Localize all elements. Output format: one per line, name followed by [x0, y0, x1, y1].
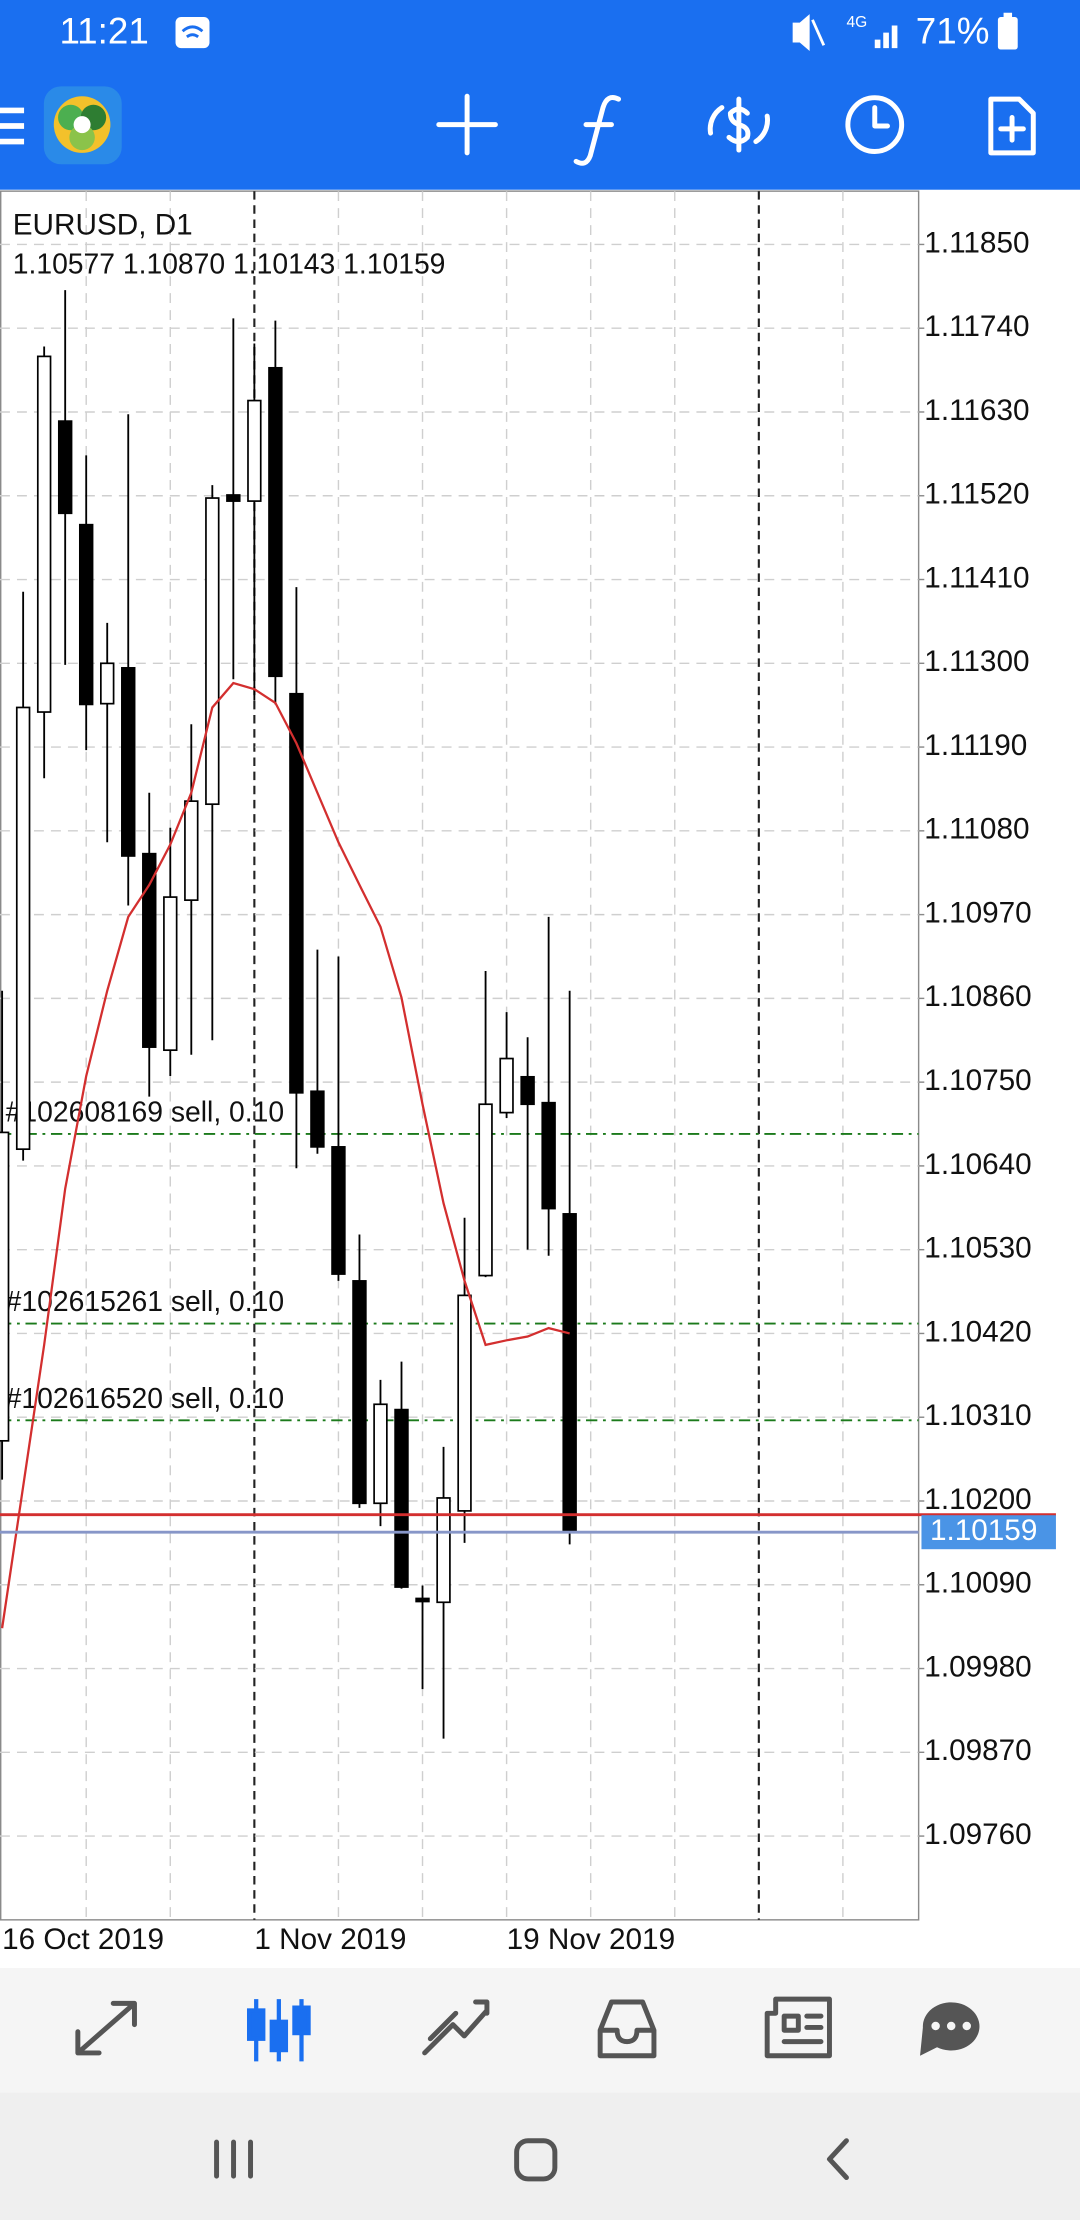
y-tick-label: 1.10090 — [924, 1567, 1031, 1600]
back-button[interactable] — [826, 2138, 849, 2181]
mute-icon — [792, 14, 826, 51]
candle-body — [331, 1146, 346, 1275]
y-tick-label: 1.10200 — [924, 1483, 1031, 1516]
candle-body — [520, 1075, 535, 1106]
candle-body — [163, 896, 178, 1052]
network-type: 4G — [846, 14, 867, 31]
y-tick-label: 1.10970 — [924, 896, 1031, 929]
y-tick-label: 1.10530 — [924, 1232, 1031, 1265]
y-tick-label: 1.11630 — [924, 394, 1029, 427]
candle-body — [457, 1294, 472, 1512]
y-tick-label: 1.10310 — [924, 1399, 1031, 1432]
candle-body — [36, 355, 52, 713]
candle-body — [205, 497, 220, 806]
menu-button[interactable] — [0, 107, 25, 145]
bid-price-label: 1.10159 — [930, 1514, 1037, 1547]
candle-body — [0, 1131, 10, 1442]
battery-level: 71% — [916, 11, 990, 52]
candle-body — [352, 1280, 367, 1505]
history-button[interactable] — [845, 95, 905, 154]
order-label: #102616520 sell, 0.10 — [6, 1382, 284, 1414]
signal-icon — [874, 25, 898, 49]
chart-frame — [0, 190, 920, 1921]
battery-icon — [997, 12, 1018, 50]
plot-area: #102608169 sell, 0.10#102615261 sell, 0.… — [0, 191, 919, 1920]
x-tick-label: 16 Oct 2019 — [2, 1923, 164, 1956]
system-nav — [0, 2092, 1080, 2220]
ohlc-info: 1.10577 1.10870 1.10143 1.10159 — [13, 248, 446, 280]
candle-body — [15, 706, 31, 1151]
y-tick-label: 1.11410 — [924, 561, 1029, 594]
price-axis: 1.11850 1.11740 1.11630 1.11520 1.11410 1.113… — [2, 226, 1032, 1956]
candle-body — [478, 1103, 493, 1277]
x-tick-label: 1 Nov 2019 — [254, 1923, 406, 1956]
y-tick-label: 1.10750 — [924, 1064, 1031, 1097]
home-button[interactable] — [514, 2138, 558, 2182]
y-tick-label: 1.11190 — [924, 729, 1027, 762]
trade-button[interactable] — [707, 96, 770, 153]
news-tab[interactable] — [764, 1996, 832, 2059]
y-tick-label: 1.09760 — [924, 1818, 1031, 1851]
y-tick-label: 1.09870 — [924, 1734, 1031, 1767]
candle-body — [436, 1497, 451, 1604]
candle-body — [57, 420, 73, 515]
y-tick-label: 1.11300 — [924, 645, 1029, 678]
order-label: #102608169 sell, 0.10 — [6, 1096, 284, 1128]
bottom-nav — [0, 1967, 1080, 2093]
candle-body — [415, 1597, 430, 1603]
candle-body — [289, 692, 304, 1094]
candle-body — [541, 1101, 556, 1210]
x-tick-label: 19 Nov 2019 — [507, 1923, 676, 1956]
moving-average-line — [1, 681, 570, 1629]
new-order-button[interactable] — [988, 96, 1036, 156]
trade-tab[interactable] — [422, 1999, 490, 2056]
y-tick-label: 1.11740 — [924, 310, 1029, 343]
candle-body — [226, 494, 241, 502]
candle-body — [562, 1213, 577, 1534]
y-tick-label: 1.11520 — [924, 478, 1029, 511]
candle-body — [394, 1408, 409, 1588]
candle-body — [100, 662, 115, 705]
app-logo[interactable] — [43, 86, 122, 165]
candle-body — [184, 800, 199, 901]
y-tick-label: 1.09980 — [924, 1650, 1031, 1683]
candle-body — [499, 1057, 514, 1114]
clock: 11:21 — [59, 11, 148, 52]
crosshair-button[interactable] — [436, 93, 498, 156]
y-tick-label: 1.11080 — [924, 813, 1029, 846]
candle-body — [268, 366, 283, 678]
y-tick-label: 1.10420 — [924, 1315, 1031, 1348]
candle-body — [247, 399, 262, 502]
symbol-title: EURUSD, D1 — [13, 208, 193, 241]
y-tick-label: 1.10860 — [924, 980, 1031, 1013]
candle-body — [78, 523, 94, 706]
bid-price-box — [921, 1515, 1056, 1550]
candle-body — [142, 852, 157, 1048]
indicators-button[interactable] — [573, 95, 622, 166]
chat-tab[interactable] — [920, 2002, 980, 2056]
chart-tab[interactable] — [246, 1999, 311, 2062]
y-tick-label: 1.10640 — [924, 1148, 1031, 1181]
candle-body — [373, 1403, 388, 1505]
quotes-tab[interactable] — [75, 2000, 137, 2056]
recent-apps-button[interactable] — [214, 2139, 254, 2179]
candle-body — [121, 667, 136, 857]
y-tick-label: 1.11850 — [924, 226, 1029, 259]
history-tab[interactable] — [597, 1999, 657, 2059]
candle-body — [310, 1090, 325, 1148]
wifi-icon — [175, 16, 210, 49]
